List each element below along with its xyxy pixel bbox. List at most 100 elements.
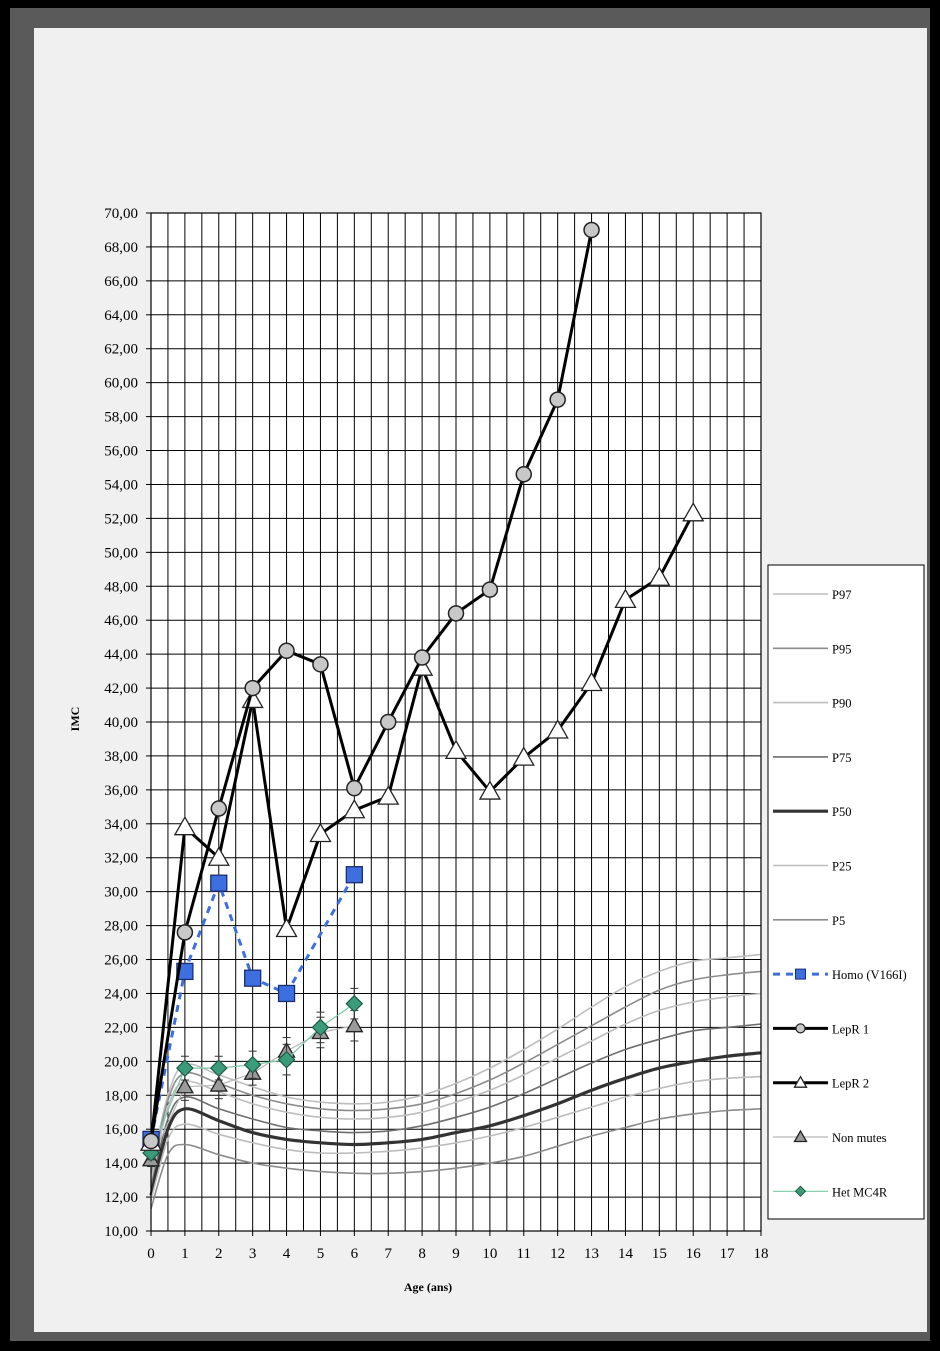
x-tick-label: 18 [754, 1246, 769, 1262]
data-point [515, 466, 533, 483]
curve-p25 [150, 1075, 762, 1201]
legend-label: Non mutes [832, 1131, 887, 1145]
data-point [444, 739, 468, 759]
curve-p5 [150, 1108, 762, 1210]
legend-item: LepR 2 [773, 1075, 869, 1091]
series-het-mc4r [142, 987, 364, 1162]
y-tick-label: 56,00 [104, 444, 138, 460]
y-tick-label: 28,00 [104, 919, 138, 935]
y-tick-label: 24,00 [104, 986, 138, 1002]
data-point [377, 785, 400, 805]
y-tick-label: 10,00 [104, 1224, 138, 1240]
data-point [343, 798, 366, 819]
legend-box [767, 564, 925, 1220]
legend-label: Homo (V166I) [832, 968, 907, 982]
series-line [149, 873, 356, 1140]
legend-item: Het MC4R [773, 1185, 888, 1199]
data-point [277, 984, 296, 1003]
series-lepr-1 [142, 221, 600, 1150]
legend-item: P5 [773, 914, 845, 928]
series-homo-v166i [142, 866, 363, 1149]
legend-item: P25 [773, 860, 851, 874]
legend-item: LepR 1 [773, 1022, 869, 1036]
y-tick-label: 40,00 [104, 715, 138, 731]
data-point [309, 822, 332, 843]
y-tick-label: 48,00 [104, 579, 138, 595]
y-tick-label: 60,00 [104, 376, 138, 392]
y-axis-ticks: 10,00 12,00 14,00 16,00 18,00 20,00 22,00 24,00… [104, 206, 151, 1240]
data-point [583, 221, 600, 239]
data-point [244, 969, 262, 987]
data-point [345, 994, 364, 1013]
y-tick-label: 26,00 [104, 953, 138, 969]
curve-p50 [149, 1051, 762, 1196]
y-tick-label: 52,00 [104, 511, 138, 527]
y-tick-label: 66,00 [104, 274, 138, 290]
data-point [210, 874, 228, 892]
data-point [546, 719, 569, 739]
data-point [210, 800, 228, 817]
series-line [149, 229, 594, 1142]
x-tick-label: 7 [384, 1246, 392, 1262]
legend-marker [793, 1129, 808, 1143]
series-lepr-2 [139, 501, 705, 1151]
data-point [207, 846, 230, 866]
data-point [173, 815, 197, 836]
x-tick-label: 15 [652, 1246, 667, 1262]
y-tick-label: 32,00 [104, 851, 138, 867]
data-point [176, 1059, 194, 1077]
outer-frame: 10,00 12,00 14,00 16,00 18,00 20,00 22,00 24,00… [10, 8, 930, 1341]
legend-label: LepR 2 [832, 1077, 869, 1091]
x-tick-label: 0 [147, 1246, 155, 1262]
x-tick-label: 12 [550, 1246, 565, 1262]
legend-marker [795, 968, 806, 980]
legend-label: P25 [832, 860, 851, 874]
legend-item: P50 [773, 805, 851, 819]
data-point [311, 1018, 330, 1037]
data-point [275, 917, 298, 938]
legend-label: P90 [832, 697, 851, 711]
x-tick-label: 1 [181, 1246, 189, 1262]
x-tick-label: 16 [686, 1246, 702, 1262]
curve-p75 [150, 1023, 762, 1188]
data-point [312, 656, 329, 673]
x-tick-label: 6 [351, 1246, 359, 1262]
data-point [209, 1059, 228, 1077]
data-point [345, 1016, 364, 1033]
data-point [614, 588, 637, 608]
data-point [142, 1132, 160, 1150]
legend-marker [794, 1185, 807, 1198]
x-tick-label: 11 [517, 1246, 531, 1262]
legend-label: P95 [832, 642, 851, 656]
x-tick-label: 10 [482, 1246, 497, 1262]
data-point [346, 779, 363, 797]
x-axis-ticks: 0 1 2 3 4 5 6 7 8 9 10 11 12 13 14 15 16 17 18 [147, 1231, 769, 1262]
bmi-chart: 10,00 12,00 14,00 16,00 18,00 20,00 22,00 24,00… [68, 206, 925, 1294]
data-point [549, 391, 566, 408]
legend-label: P75 [832, 751, 851, 765]
y-tick-label: 18,00 [104, 1088, 138, 1104]
data-point [277, 1050, 296, 1069]
x-tick-label: 3 [249, 1246, 257, 1262]
data-point [243, 1055, 262, 1074]
x-tick-label: 4 [283, 1246, 291, 1262]
data-point [244, 679, 261, 697]
legend: P97 P95 P90 P75 P50 P25 P5 Homo (V166I) LepR 1 Le… [767, 564, 925, 1220]
legend-marker [793, 1075, 808, 1088]
legend-label: LepR 1 [832, 1022, 869, 1036]
x-tick-label: 13 [584, 1246, 599, 1262]
data-point [176, 962, 194, 981]
y-tick-label: 62,00 [104, 342, 138, 358]
y-tick-label: 20,00 [104, 1054, 138, 1070]
y-tick-label: 14,00 [104, 1156, 138, 1172]
data-point [478, 780, 502, 800]
data-point [512, 746, 535, 766]
data-point [648, 566, 671, 586]
y-tick-label: 50,00 [104, 545, 138, 561]
x-tick-label: 9 [452, 1246, 460, 1262]
legend-item: P90 [773, 697, 851, 711]
y-tick-label: 54,00 [104, 477, 138, 493]
y-tick-label: 12,00 [104, 1190, 138, 1206]
y-tick-label: 34,00 [104, 817, 138, 833]
chart-panel: 10,00 12,00 14,00 16,00 18,00 20,00 22,00 24,00… [34, 28, 927, 1332]
